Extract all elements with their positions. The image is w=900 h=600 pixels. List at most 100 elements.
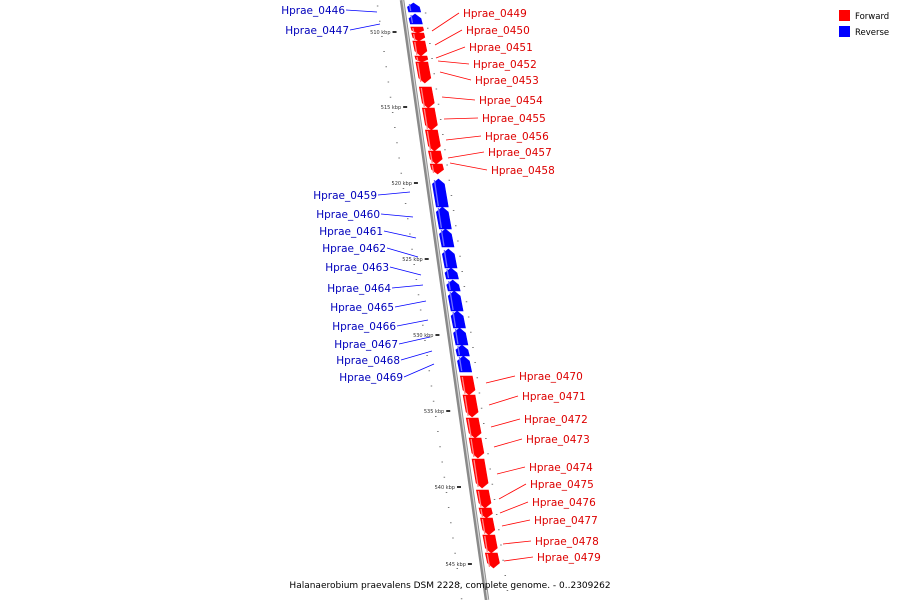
gene-shading <box>412 27 415 33</box>
gene-shading <box>461 376 466 395</box>
gene-hprae-0451[interactable] <box>412 40 428 57</box>
gene-shading <box>443 249 448 268</box>
legend-reverse-swatch <box>839 26 850 37</box>
gene-label[interactable]: Hprae_0452 <box>473 59 537 71</box>
gene-label[interactable]: Hprae_0449 <box>463 8 527 20</box>
gene-label[interactable]: Hprae_0451 <box>469 42 533 54</box>
legend-forward-swatch <box>839 10 850 21</box>
gene-label[interactable]: Hprae_0468 <box>336 355 400 367</box>
gene-hprae-0457[interactable] <box>428 150 443 165</box>
gene-shading <box>464 395 469 417</box>
label-leader <box>400 350 433 361</box>
gene-label[interactable]: Hprae_0477 <box>534 515 598 527</box>
gene-shading <box>426 130 432 151</box>
label-leader <box>439 71 472 81</box>
gene-label[interactable]: Hprae_0475 <box>530 479 594 491</box>
gene-label[interactable]: Hprae_0474 <box>529 462 593 474</box>
gene-label[interactable]: Hprae_0465 <box>330 302 394 314</box>
gene-label[interactable]: Hprae_0454 <box>479 95 543 107</box>
kbp-label: 525 kbp <box>402 257 422 263</box>
gene-label[interactable]: Hprae_0464 <box>327 283 391 295</box>
gene-shading <box>410 14 414 24</box>
gene-shading <box>454 328 459 345</box>
kbp-label: 545 kbp <box>446 562 466 568</box>
gene-hprae-0452[interactable] <box>414 55 429 63</box>
label-leader <box>502 540 532 545</box>
gene-shading <box>417 62 422 83</box>
gene-hprae-0476[interactable] <box>478 507 493 519</box>
label-leader <box>377 191 411 196</box>
gene-shading <box>470 438 475 458</box>
label-leader <box>493 438 523 448</box>
gene-shading <box>467 418 472 438</box>
gene-shading <box>408 3 412 12</box>
genome-backbone <box>399 0 490 600</box>
gene-label[interactable]: Hprae_0446 <box>281 5 345 17</box>
gene-label[interactable]: Hprae_0469 <box>339 372 403 384</box>
gene-shading <box>448 280 451 291</box>
gene-label[interactable]: Hprae_0466 <box>332 321 396 333</box>
label-leader <box>383 230 417 239</box>
gene-shading <box>480 508 484 518</box>
label-leader <box>394 300 427 308</box>
gene-shading <box>457 345 461 356</box>
gene-label[interactable]: Hprae_0460 <box>316 209 380 221</box>
gene-label[interactable]: Hprae_0456 <box>485 131 549 143</box>
label-leader <box>435 46 466 59</box>
label-leader <box>403 363 435 378</box>
gene-shading <box>452 311 457 328</box>
gene-shading <box>431 164 435 174</box>
gene-hprae-0458[interactable] <box>429 163 444 175</box>
gene-shading <box>416 56 419 62</box>
gene-track <box>407 2 500 569</box>
gene-label[interactable]: Hprae_0467 <box>334 339 398 351</box>
gene-label[interactable]: Hprae_0478 <box>535 536 599 548</box>
gene-shading <box>458 356 463 372</box>
gene-hprae-0450[interactable] <box>411 32 426 42</box>
label-leader <box>485 375 516 384</box>
gene-label[interactable]: Hprae_0463 <box>325 262 389 274</box>
label-leader <box>434 29 463 46</box>
gene-shading <box>437 207 443 229</box>
gene-label[interactable]: Hprae_0459 <box>313 190 377 202</box>
genome-backbone-highlight <box>402 0 489 600</box>
label-leader <box>345 9 378 13</box>
gene-label[interactable]: Hprae_0462 <box>322 243 386 255</box>
legend-reverse-label: Reverse <box>855 28 889 38</box>
gene-label[interactable]: Hprae_0476 <box>532 497 596 509</box>
gene-label[interactable]: Hprae_0470 <box>519 371 583 383</box>
gene-hprae-0479[interactable] <box>484 552 500 569</box>
kbp-label: 540 kbp <box>435 485 455 491</box>
gene-hprae-0449[interactable] <box>410 26 425 34</box>
gene-label[interactable]: Hprae_0472 <box>524 414 588 426</box>
gene-label[interactable]: Hprae_0453 <box>475 75 539 87</box>
gene-shading <box>420 87 425 108</box>
gene-label[interactable]: Hprae_0458 <box>491 165 555 177</box>
gene-label[interactable]: Hprae_0479 <box>537 552 601 564</box>
genome-caption: Halanaerobium praevalens DSM 2228, compl… <box>289 581 610 591</box>
gene-label[interactable]: Hprae_0473 <box>526 434 590 446</box>
legend-forward-label: Forward <box>855 12 889 22</box>
gene-label[interactable]: Hprae_0450 <box>466 25 530 37</box>
label-leader <box>445 135 482 141</box>
label-leader <box>441 96 476 101</box>
gene-label[interactable]: Hprae_0471 <box>522 391 586 403</box>
gene-shading <box>440 229 445 247</box>
legend: Forward Reverse <box>839 10 889 38</box>
gene-label[interactable]: Hprae_0447 <box>285 25 349 37</box>
label-leader <box>431 12 460 32</box>
label-leader <box>490 418 521 428</box>
label-leader <box>447 151 485 159</box>
gene-hprae-0474[interactable] <box>471 458 489 489</box>
gene-shading <box>477 490 482 508</box>
gene-label[interactable]: Hprae_0461 <box>319 226 383 238</box>
gene-shading <box>449 291 454 311</box>
label-leader <box>398 336 431 345</box>
label-leader <box>396 319 429 327</box>
label-leader <box>391 284 424 289</box>
label-leader <box>503 556 534 562</box>
kbp-label: 530 kbp <box>413 333 433 339</box>
gene-label[interactable]: Hprae_0457 <box>488 147 552 159</box>
gene-label[interactable]: Hprae_0455 <box>482 113 546 125</box>
